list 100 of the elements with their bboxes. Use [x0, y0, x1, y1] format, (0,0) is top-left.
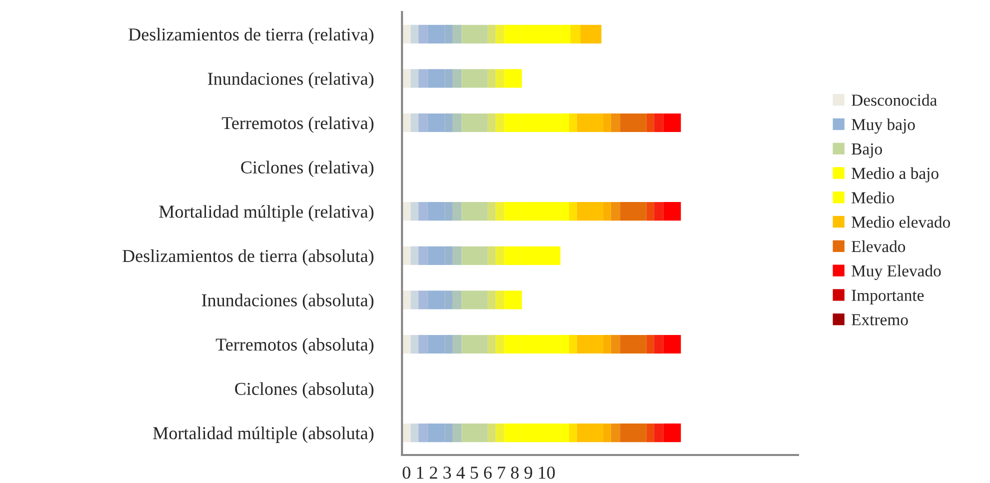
- bar: [410, 24, 418, 44]
- bar: [576, 334, 604, 354]
- bar: [488, 24, 496, 44]
- bar: [663, 424, 681, 442]
- legend-label: Desconocida: [852, 94, 937, 106]
- bar: [569, 424, 577, 442]
- text: 0 1 2 3 4 5 6 7 8 9 10: [402, 466, 555, 479]
- bar: [569, 202, 577, 221]
- y-tick-label: Ciclones (absoluta): [235, 382, 374, 399]
- bar: [418, 113, 428, 132]
- bar: [410, 69, 418, 88]
- bar: [488, 424, 496, 442]
- bar: [452, 113, 462, 132]
- bar: [452, 69, 462, 88]
- bar: [410, 424, 418, 442]
- bar: [488, 334, 496, 354]
- bar: [580, 24, 602, 44]
- legend-label: Medio elevado: [852, 216, 950, 228]
- bar: [488, 113, 496, 132]
- bar: [418, 246, 428, 265]
- bar: [496, 113, 504, 132]
- bar: [620, 424, 646, 442]
- bar: [496, 24, 504, 44]
- bar: [418, 202, 428, 221]
- bar: [504, 290, 522, 310]
- bar: [496, 202, 504, 221]
- bar: [610, 424, 620, 442]
- bar: [610, 202, 620, 221]
- bar: [452, 334, 462, 354]
- bar: [496, 69, 504, 88]
- y-tick-label: Ciclones (relativa): [241, 160, 374, 178]
- y-tick-label: Inundaciones (absoluta): [202, 294, 374, 310]
- legend-label: Muy Elevado: [852, 264, 941, 280]
- bar: [410, 246, 418, 265]
- bar: [410, 334, 418, 354]
- bar: [603, 202, 611, 221]
- bar: [452, 290, 462, 310]
- bar: [504, 69, 522, 88]
- bar: [418, 424, 428, 442]
- bar: [576, 202, 604, 221]
- bar: [496, 334, 504, 354]
- bar: [462, 113, 488, 132]
- bar: [576, 424, 604, 442]
- bar: [569, 113, 577, 132]
- bar: [452, 202, 462, 221]
- bar: [496, 424, 504, 442]
- legend-label: Importante: [852, 290, 924, 304]
- bar: [496, 290, 504, 310]
- bar: [576, 113, 604, 132]
- legend-label: Extremo: [852, 314, 908, 326]
- bar: [410, 113, 418, 132]
- bar: [646, 334, 654, 354]
- bar: [452, 24, 462, 44]
- bar: [418, 69, 428, 88]
- bar: [620, 202, 646, 221]
- legend-label: Muy bajo: [852, 118, 915, 134]
- bar: [462, 202, 488, 221]
- bar: [496, 246, 504, 265]
- bar: [654, 202, 664, 221]
- bar: [646, 113, 654, 132]
- y-tick-label: Mortalidad múltiple (absoluta): [153, 426, 374, 443]
- bar: [663, 202, 681, 221]
- legend-label: Medio a bajo: [852, 167, 938, 182]
- bar: [488, 69, 496, 88]
- bar: [462, 69, 488, 88]
- bar: [462, 424, 488, 442]
- bar: [603, 334, 611, 354]
- bar: [654, 334, 664, 354]
- legend-label: Bajo: [852, 143, 882, 158]
- bar: [418, 24, 428, 44]
- y-tick-label: Inundaciones (relativa): [208, 72, 374, 89]
- bar: [610, 334, 620, 354]
- bar: [663, 334, 681, 354]
- bar: [569, 334, 577, 354]
- bar: [620, 334, 646, 354]
- bar: [646, 424, 654, 442]
- bar: [603, 424, 611, 442]
- y-tick-label: Terremotos (absoluta): [216, 338, 374, 354]
- bar: [603, 113, 611, 132]
- bar: [410, 202, 418, 221]
- bar: [418, 290, 428, 310]
- bar: [462, 246, 488, 265]
- bar: [410, 290, 418, 310]
- bar: [462, 334, 488, 354]
- y-tick-label: Deslizamientos de tierra (relativa): [128, 28, 374, 44]
- y-tick-label: Deslizamientos de tierra (absoluta): [122, 249, 374, 266]
- bar: [654, 113, 664, 132]
- bar: [654, 424, 664, 442]
- bar: [462, 290, 488, 310]
- bar: [462, 24, 488, 44]
- bar: [610, 113, 620, 132]
- bar: [488, 290, 496, 310]
- bar: [570, 24, 580, 44]
- y-tick-label: Terremotos (relativa): [222, 116, 374, 133]
- bar: [488, 246, 496, 265]
- bar: [488, 202, 496, 221]
- y-tick-label: Mortalidad múltiple (relativa): [159, 205, 374, 222]
- bar: [646, 202, 654, 221]
- bar: [418, 334, 428, 354]
- bar: [620, 113, 646, 132]
